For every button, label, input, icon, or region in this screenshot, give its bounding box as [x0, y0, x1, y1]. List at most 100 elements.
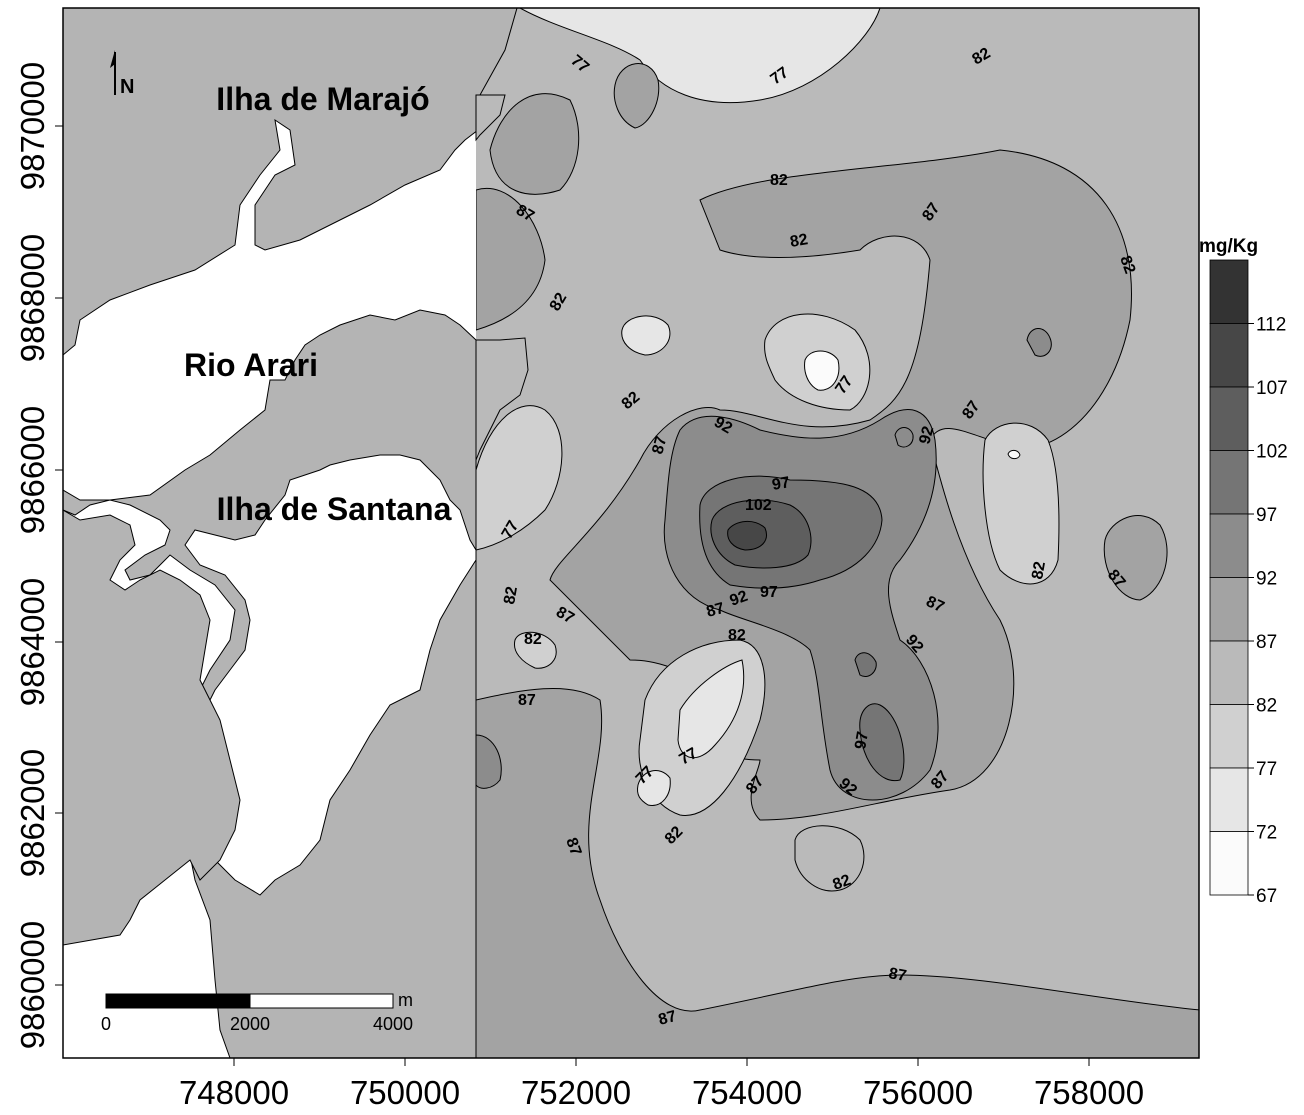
contour-label: 92	[728, 588, 751, 610]
east-bank-mid	[475, 337, 529, 461]
contour-surface	[476, 8, 1199, 1058]
contour-label: 87	[705, 600, 727, 621]
contour-label: 92	[916, 424, 937, 446]
base-map	[63, 8, 529, 1058]
x-tick-label: 754000	[692, 1074, 802, 1111]
contour-island-72-south	[677, 659, 745, 759]
contour-island-82-south	[794, 825, 865, 892]
legend-swatch	[1209, 577, 1249, 642]
contour-label: 97	[771, 474, 792, 494]
legend-tick-label: 97	[1256, 505, 1277, 526]
y-tick-label: 9870000	[14, 62, 51, 190]
x-axis: 748000 750000 752000 754000 756000 75800…	[179, 1058, 1144, 1111]
contour-label: 82	[770, 172, 788, 189]
legend-swatch	[1209, 704, 1249, 769]
x-tick-label: 750000	[350, 1074, 460, 1111]
place-name-ilha-de-santana: Ilha de Santana	[217, 491, 452, 527]
legend-tick-label: 112	[1256, 315, 1286, 336]
y-tick-label: 9868000	[14, 234, 51, 362]
x-tick-label: 756000	[863, 1074, 973, 1111]
contour-island-77-west	[476, 405, 563, 551]
contour-island-92-ne	[1026, 328, 1052, 357]
east-bank	[475, 94, 506, 142]
legend-swatch	[1209, 767, 1249, 832]
contour-label: 87	[657, 1008, 679, 1029]
contour-island-92-small	[894, 427, 914, 448]
contour-label: 87	[923, 593, 946, 616]
x-tick-label: 752000	[521, 1074, 631, 1111]
y-tick-label: 9860000	[14, 921, 51, 1049]
legend-swatch	[1209, 259, 1249, 324]
north-arrow: N	[110, 50, 134, 98]
legend-title: mg/Kg	[1199, 236, 1258, 257]
legend-swatches: 112 107 102 97 92 87 82 77 72 67	[1209, 259, 1288, 907]
contour-label: 82	[728, 627, 746, 644]
contour-label: 82	[501, 585, 521, 606]
legend-tick-label: 67	[1256, 886, 1277, 907]
contour-label: 77	[677, 745, 701, 769]
contour-label: 82	[1029, 560, 1049, 581]
legend-swatch	[1209, 831, 1249, 896]
legend-tick-label: 87	[1256, 632, 1277, 653]
contour-label: 82	[547, 290, 571, 314]
contour-island-small-n	[613, 63, 660, 129]
y-axis: 9870000 9868000 9866000 9864000 9862000 …	[14, 62, 63, 1049]
legend-tick-label: 92	[1256, 569, 1277, 590]
legend-swatch	[1209, 640, 1249, 705]
map-frame	[62, 7, 1200, 1059]
contour-label: 82	[789, 231, 810, 251]
contour-label: 82	[831, 872, 854, 894]
place-name-ilha-de-marajo: Ilha de Marajó	[216, 81, 429, 117]
contour-band-87-lower	[476, 687, 1199, 1058]
contour-label: 92	[711, 414, 735, 438]
contour-island-72-central	[804, 350, 840, 391]
contour-label: 82	[1116, 254, 1138, 277]
legend: mg/Kg 112 107 102 97 92 87 82 77 72 67	[1199, 236, 1288, 907]
north-arrow-label: N	[120, 76, 134, 98]
x-tick-label: 748000	[179, 1074, 289, 1111]
contour-label: 87	[518, 692, 536, 709]
contour-label: 87	[887, 965, 908, 985]
contour-label: 87	[513, 202, 537, 226]
legend-swatch	[1209, 513, 1249, 578]
scale-bar: m 0 2000 4000	[101, 990, 413, 1034]
y-tick-label: 9866000	[14, 406, 51, 534]
legend-tick-label: 72	[1256, 823, 1277, 844]
contour-island-87-nw	[489, 93, 580, 195]
island-west-lower	[63, 509, 241, 946]
contour-band-77-north	[519, 8, 881, 104]
legend-swatch	[1209, 323, 1249, 388]
contour-island-82-west-small	[513, 631, 557, 669]
contour-island-87-east	[1103, 515, 1168, 601]
legend-tick-label: 107	[1256, 378, 1288, 399]
contour-label: 77	[499, 518, 523, 542]
contour-label: 87	[553, 604, 577, 628]
scale-bar-label: 0	[101, 1014, 111, 1034]
contour-label: 82	[524, 631, 542, 648]
island-santana	[63, 309, 477, 1058]
scale-bar-unit: m	[398, 990, 413, 1010]
scale-bar-label: 4000	[373, 1014, 413, 1034]
contour-label: 82	[970, 45, 994, 69]
contour-island-77-east	[982, 422, 1060, 585]
contour-label: 87	[562, 836, 584, 859]
contour-island-97-south	[859, 703, 905, 782]
island-marajo	[63, 8, 518, 356]
y-tick-label: 9862000	[14, 749, 51, 877]
legend-tick-label: 77	[1256, 759, 1277, 780]
scale-bar-label: 2000	[230, 1014, 270, 1034]
contour-band-107	[727, 521, 767, 551]
contour-island-97-small	[854, 652, 877, 677]
contour-label: 97	[760, 584, 778, 601]
y-tick-label: 9864000	[14, 578, 51, 706]
legend-tick-label: 82	[1256, 696, 1277, 717]
contour-label: 97	[852, 730, 872, 751]
contour-island-92-west	[476, 734, 502, 789]
x-tick-label: 758000	[1034, 1074, 1144, 1111]
legend-swatch	[1209, 386, 1249, 451]
legend-swatch	[1209, 450, 1249, 515]
legend-tick-label: 102	[1256, 442, 1288, 463]
contour-label: 87	[649, 434, 670, 456]
place-name-rio-arari: Rio Arari	[184, 347, 318, 383]
